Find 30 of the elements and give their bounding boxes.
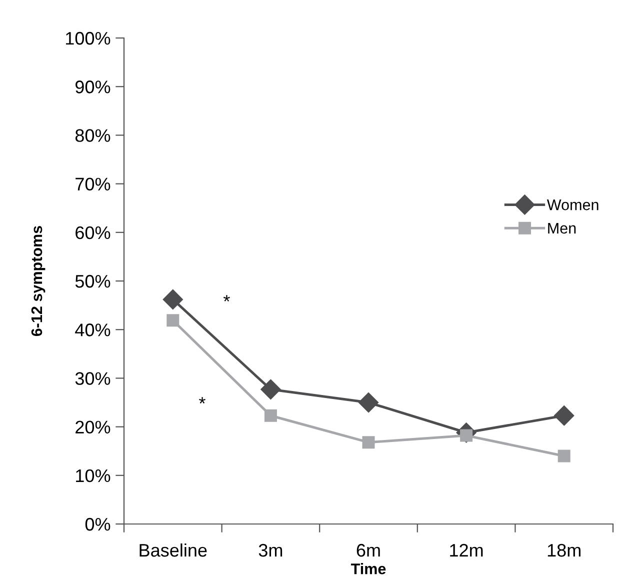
y-tick-label: 60% (76, 226, 110, 240)
point (362, 436, 375, 449)
x-tick-label: Baseline (140, 543, 207, 557)
x-tick-label: 3m (258, 544, 282, 557)
y-tick-label: 100% (66, 32, 110, 45)
y-tick-label: 70% (76, 178, 110, 191)
point (162, 289, 183, 310)
y-tick-label: 30% (75, 372, 110, 385)
y-tick-label: 50% (75, 274, 110, 288)
y-tick-label: 0% (85, 518, 110, 531)
annotation: * (223, 295, 230, 302)
legend-label: Women (546, 200, 598, 210)
point (260, 379, 281, 400)
y-tick-label: 40% (75, 324, 110, 336)
point (558, 450, 570, 462)
y-tick-label: 10% (76, 469, 110, 482)
x-tick-label: 18m (548, 544, 580, 557)
y-tick-label: 20% (76, 420, 110, 434)
point (358, 392, 379, 413)
point (166, 314, 180, 327)
point (554, 406, 574, 426)
point (264, 409, 277, 422)
x-tick-label: 12m (450, 544, 483, 557)
y-tick-label: 90% (76, 80, 110, 94)
x-tick-label: 6m (356, 544, 380, 557)
x-axis-title: Time (350, 563, 386, 574)
y-tick-label: 80% (75, 129, 110, 142)
legend-label: Men (548, 222, 576, 234)
y-axis-title: 6-12 symptoms (31, 226, 46, 336)
annotation: * (199, 397, 206, 404)
